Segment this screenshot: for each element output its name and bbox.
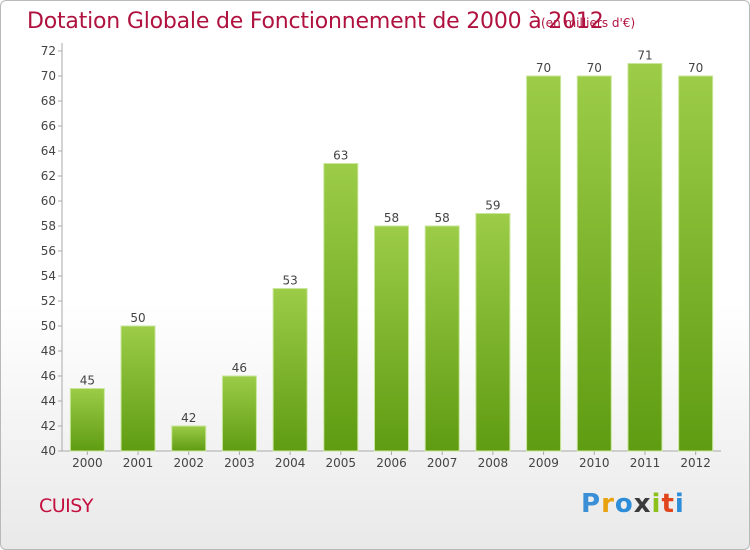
y-tick-label: 60 — [41, 194, 56, 208]
data-label: 70 — [536, 61, 551, 75]
data-label: 59 — [485, 199, 500, 213]
y-tick-label: 62 — [41, 169, 56, 183]
y-tick-label: 42 — [41, 419, 56, 433]
bar — [221, 375, 257, 452]
bar — [627, 63, 663, 452]
x-tick-label: 2007 — [427, 456, 458, 470]
bar — [171, 425, 207, 452]
bar — [69, 388, 105, 452]
data-label: 53 — [282, 274, 297, 288]
data-label: 45 — [80, 374, 95, 388]
x-tick-label: 2012 — [680, 456, 711, 470]
bar — [424, 225, 460, 452]
x-tick-label: 2010 — [579, 456, 610, 470]
y-tick-label: 50 — [41, 319, 56, 333]
chart-subtitle: (en milliers d'€) — [541, 16, 636, 30]
x-tick-label: 2003 — [224, 456, 255, 470]
y-tick-label: 56 — [41, 244, 56, 258]
y-tick-label: 64 — [41, 144, 56, 158]
x-tick-label: 2009 — [528, 456, 559, 470]
place-name: CUISY — [39, 495, 93, 517]
y-tick-label: 54 — [41, 269, 56, 283]
data-label: 70 — [688, 61, 703, 75]
bar — [323, 163, 359, 452]
chart-bars — [69, 63, 714, 452]
data-label: 58 — [435, 211, 450, 225]
data-label: 71 — [637, 49, 652, 63]
x-tick-label: 2011 — [630, 456, 661, 470]
y-tick-label: 72 — [41, 44, 56, 58]
x-tick-label: 2005 — [326, 456, 357, 470]
bar — [576, 75, 612, 452]
data-label: 58 — [384, 211, 399, 225]
data-label: 46 — [232, 361, 247, 375]
bar — [678, 75, 714, 452]
y-tick-label: 68 — [41, 94, 56, 108]
y-tick-label: 48 — [41, 344, 56, 358]
data-label: 50 — [130, 311, 145, 325]
x-tick-label: 2000 — [72, 456, 103, 470]
y-tick-label: 40 — [41, 444, 56, 458]
y-tick-label: 52 — [41, 294, 56, 308]
bar — [526, 75, 562, 452]
chart-labels: 40 42 44 46 48 50 52 54 56 58 60 62 64 66 68 70 72 2000 45… — [41, 44, 711, 470]
bar — [374, 225, 409, 452]
y-tick-label: 44 — [41, 394, 56, 408]
x-tick-label: 2002 — [173, 456, 204, 470]
bar — [475, 213, 511, 452]
x-tick-label: 2004 — [275, 456, 306, 470]
bar — [272, 288, 308, 452]
proxiti-logo[interactable]: Proxiti — [581, 489, 685, 519]
y-tick-label: 66 — [41, 119, 56, 133]
bar — [120, 325, 156, 452]
x-tick-label: 2006 — [376, 456, 407, 470]
y-tick-label: 58 — [41, 219, 56, 233]
data-label: 63 — [333, 149, 348, 163]
x-tick-label: 2008 — [478, 456, 509, 470]
x-tick-label: 2001 — [123, 456, 154, 470]
y-tick-label: 46 — [41, 369, 56, 383]
y-tick-label: 70 — [41, 69, 56, 83]
data-label: 70 — [587, 61, 602, 75]
data-label: 42 — [181, 411, 196, 425]
page-title: Dotation Globale de Fonctionnement de 20… — [27, 9, 604, 34]
